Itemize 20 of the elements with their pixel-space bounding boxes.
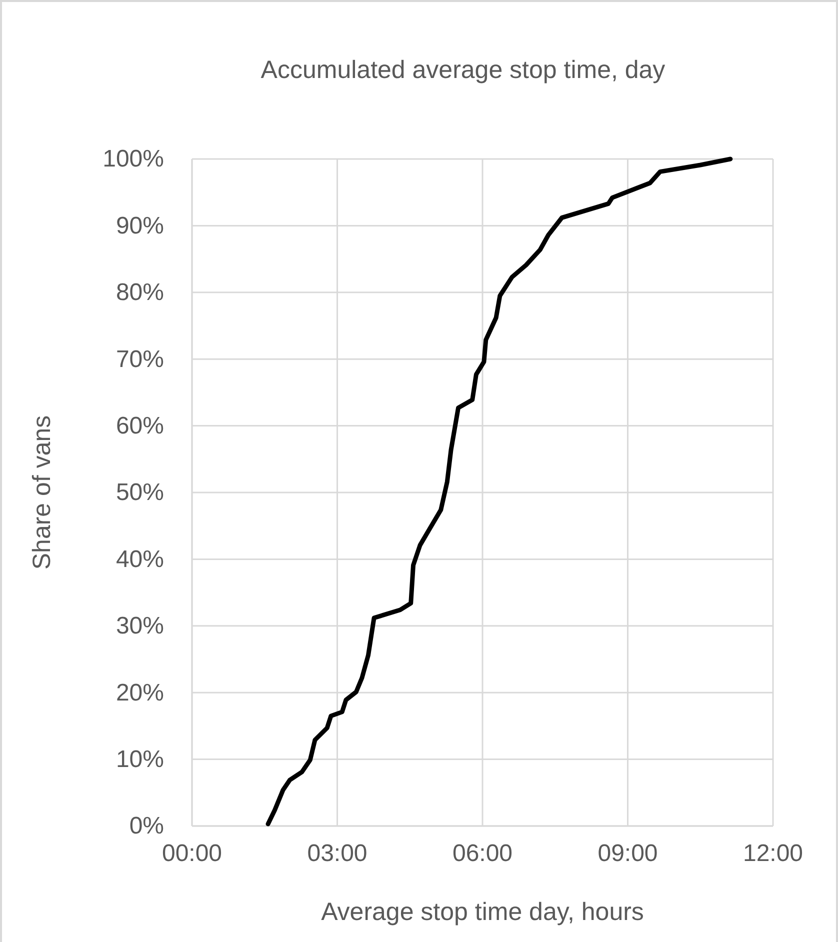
y-tick-label: 90% [116,212,164,240]
y-tick-label: 70% [116,346,164,373]
line-series [266,156,733,826]
y-tick-label: 60% [116,412,164,440]
y-tick-label: 0% [129,812,164,840]
y-axis-title: Share of vans [28,415,56,570]
x-tick-label: 00:00 [162,840,222,868]
x-tick-label: 06:00 [452,840,513,868]
y-tick-label: 30% [116,612,164,640]
x-tick-label: 12:00 [742,840,804,868]
y-tick-label: 80% [116,279,164,306]
x-tick-label: 09:00 [598,840,658,868]
x-tick-label: 03:00 [307,840,368,868]
y-tick-label: 20% [116,679,164,706]
y-tick-label: 40% [116,546,164,573]
y-tick-label: 10% [116,746,164,773]
x-axis-title: Average stop time day, hours [321,898,644,926]
y-tick-label: 50% [116,479,164,506]
y-tick-label: 100% [102,146,164,173]
chart-title: Accumulated average stop time, day [260,56,666,84]
